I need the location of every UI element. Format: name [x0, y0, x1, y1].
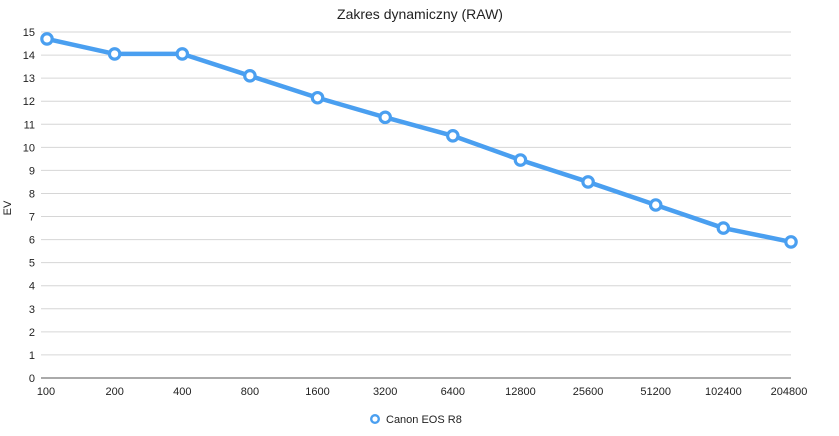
y-tick-label: 11 [24, 119, 35, 131]
data-point [243, 69, 257, 83]
y-tick-label: 9 [29, 165, 35, 177]
data-point [175, 47, 190, 61]
y-tick-label: 6 [29, 235, 35, 247]
data-point [513, 153, 528, 167]
data-point [310, 90, 325, 105]
gridlines [41, 31, 791, 356]
data-point [784, 235, 798, 249]
data-point [40, 32, 54, 46]
x-tick-label: 400 [173, 386, 191, 398]
y-tick-label: 8 [29, 188, 35, 200]
data-point [446, 129, 460, 143]
y-tick-label: 13 [23, 73, 35, 85]
x-tick-label: 3200 [373, 386, 397, 398]
y-axis-label: EV [2, 200, 14, 215]
legend: Canon EOS R8 [370, 414, 462, 426]
y-tick-label: 5 [29, 258, 35, 270]
y-tick-label: 12 [23, 96, 35, 108]
x-tick-label: 800 [241, 386, 259, 398]
y-tick-label: 1 [29, 350, 35, 362]
data-point [107, 47, 122, 61]
data-point [648, 198, 663, 212]
y-tick-label: 0 [29, 373, 35, 385]
chart-title: Zakres dynamiczny (RAW) [337, 6, 503, 22]
y-tick-label: 2 [29, 327, 35, 339]
series-layer [40, 32, 798, 249]
x-tick-label: 1600 [305, 386, 329, 398]
data-point [378, 110, 392, 125]
y-tick-label: 4 [29, 281, 35, 293]
series-line [44, 36, 794, 245]
y-tick-label: 15 [23, 27, 35, 39]
x-tick-label: 25600 [573, 386, 604, 398]
x-tick-label: 51200 [640, 386, 671, 398]
x-tick-label: 6400 [441, 386, 465, 398]
y-tick-label: 3 [29, 304, 35, 316]
legend-label: Canon EOS R8 [386, 414, 462, 426]
x-tick-label: 12800 [505, 386, 536, 398]
x-tick-label: 102400 [705, 386, 742, 398]
x-tick-label: 204800 [771, 386, 808, 398]
x-tick-label: 100 [37, 386, 55, 398]
legend-marker [370, 414, 381, 425]
x-tick-label: 200 [105, 386, 123, 398]
data-point [716, 221, 731, 235]
y-tick-label: 14 [23, 50, 35, 62]
y-tick-label: 10 [23, 142, 35, 154]
y-tick-label: 7 [29, 212, 35, 224]
data-point [581, 175, 595, 189]
